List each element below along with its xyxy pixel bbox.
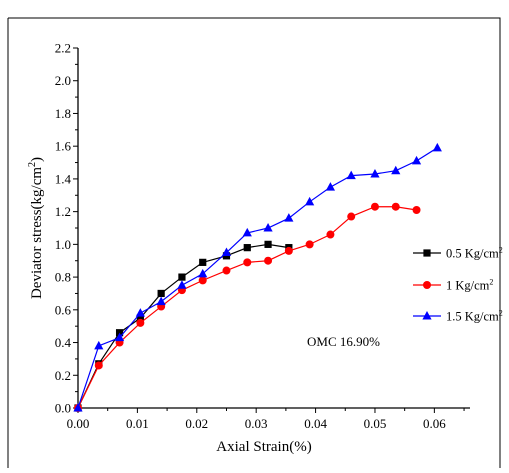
data-point xyxy=(391,202,400,211)
y-ticks: 0.0 0.2 0.4 0.6 0.8 1.0 1.2 1.4 1.6 1.8 2.0 2.2 xyxy=(55,41,78,416)
data-point xyxy=(264,240,272,248)
data-point xyxy=(73,403,83,412)
y-tick-label: 0.4 xyxy=(55,335,72,350)
data-point xyxy=(114,332,125,342)
legend-label-text: 1.5 Kg/cm xyxy=(446,310,499,324)
y-tick-label: 1.6 xyxy=(55,139,72,154)
series-line xyxy=(77,147,438,409)
y-tick-label: 1.4 xyxy=(55,171,72,186)
x-ticks: 0.00 0.01 0.02 0.03 0.04 0.05 0.06 xyxy=(67,408,465,431)
data-point xyxy=(346,170,356,180)
data-point xyxy=(264,256,273,265)
data-point xyxy=(136,318,145,327)
data-point xyxy=(412,206,421,214)
legend-marker xyxy=(422,311,432,320)
data-point xyxy=(284,213,294,222)
y-tick-label: 0.0 xyxy=(55,401,71,416)
x-tick-label: 0.04 xyxy=(304,416,327,431)
data-point xyxy=(94,340,104,350)
x-tick-label: 0.00 xyxy=(67,416,90,431)
legend-label-sup: 2 xyxy=(499,309,503,318)
omc-annotation: OMC 16.90% xyxy=(307,334,380,349)
data-point xyxy=(284,246,293,255)
data-point xyxy=(135,308,145,317)
x-tick-label: 0.03 xyxy=(245,416,268,431)
legend-label: 0.5 Kg/cm2 xyxy=(446,246,503,261)
legend-label-sup: 2 xyxy=(489,278,493,287)
x-tick-label: 0.05 xyxy=(364,416,387,431)
data-point xyxy=(94,361,103,370)
y-axis-title-tail: ) xyxy=(29,157,45,162)
data-point xyxy=(411,155,422,165)
y-axis-title-main: Deviator stress(kg/cm xyxy=(29,167,45,299)
data-point xyxy=(391,165,401,175)
data-point xyxy=(370,169,380,178)
data-point xyxy=(242,227,252,237)
y-tick-label: 1.2 xyxy=(55,204,71,219)
data-point xyxy=(198,268,208,278)
data-point xyxy=(243,244,251,252)
legend-label-text: 0.5 Kg/cm xyxy=(446,247,499,261)
data-point xyxy=(156,296,166,306)
data-point xyxy=(199,258,207,266)
data-point xyxy=(243,258,252,267)
y-axis-title-sup: 2 xyxy=(27,162,38,167)
data-point xyxy=(305,196,315,206)
data-point xyxy=(178,273,186,281)
data-point xyxy=(326,230,335,239)
data-point xyxy=(305,240,314,249)
legend-entry: 0.5 Kg/cm2 xyxy=(413,246,503,261)
y-tick-label: 0.6 xyxy=(55,302,72,317)
series-layer xyxy=(73,142,442,412)
data-point xyxy=(263,223,273,232)
y-tick-label: 2.0 xyxy=(55,73,71,88)
plot-frame xyxy=(8,17,501,468)
data-point xyxy=(177,280,187,289)
y-tick-label: 2.2 xyxy=(55,41,71,56)
y-tick-label: 0.2 xyxy=(55,368,71,383)
legend-marker xyxy=(423,249,431,257)
y-tick-label: 1.8 xyxy=(55,106,71,121)
data-point xyxy=(221,247,232,257)
series-3 xyxy=(73,142,442,412)
legend-entry: 1.5 Kg/cm2 xyxy=(413,309,503,324)
x-axis-title: Axial Strain(%) xyxy=(216,439,311,455)
legend-label: 1.5 Kg/cm2 xyxy=(446,309,503,324)
data-point xyxy=(432,142,442,152)
x-tick-label: 0.01 xyxy=(126,416,149,431)
legend-label: 1 Kg/cm2 xyxy=(446,278,493,293)
legend-label-sup: 2 xyxy=(499,246,503,255)
data-point xyxy=(370,202,379,211)
x-tick-label: 0.02 xyxy=(185,416,208,431)
data-point xyxy=(136,314,144,322)
y-tick-label: 0.8 xyxy=(55,270,71,285)
data-point xyxy=(198,276,207,285)
legend-entry: 1 Kg/cm2 xyxy=(413,278,493,293)
data-point xyxy=(325,182,336,191)
data-point xyxy=(222,266,231,275)
legend-marker xyxy=(423,281,431,289)
y-axis-title: Deviator stress(kg/cm2) xyxy=(27,157,45,299)
x-tick-label: 0.06 xyxy=(423,416,446,431)
legend-label-text: 1 Kg/cm xyxy=(446,279,490,293)
data-point xyxy=(157,289,165,298)
data-point xyxy=(347,212,356,221)
y-tick-label: 1.0 xyxy=(55,237,71,252)
